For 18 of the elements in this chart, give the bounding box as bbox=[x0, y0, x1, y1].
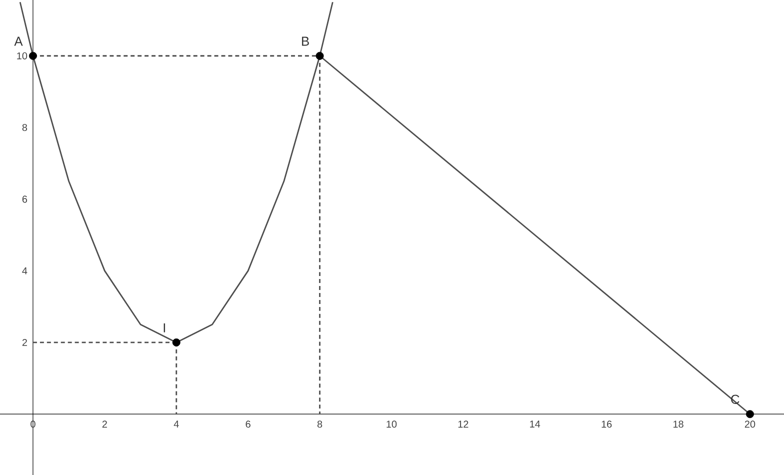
x-tick-label: 14 bbox=[530, 420, 540, 428]
annotation: A bbox=[14, 36, 23, 46]
y-tick-label: 2 bbox=[22, 338, 27, 346]
y-tick-label: 4 bbox=[22, 267, 28, 274]
y-tick-label: 8 bbox=[22, 124, 28, 132]
x-tick-label: 16 bbox=[602, 420, 612, 428]
x-tick-label: 18 bbox=[673, 420, 684, 428]
y-tick-label: 10 bbox=[17, 52, 28, 60]
x-tick-label: 12 bbox=[458, 420, 468, 428]
x-tick-label: 10 bbox=[386, 420, 397, 428]
x-tick-label: 20 bbox=[744, 420, 756, 428]
x-tick-label: 6 bbox=[246, 420, 250, 428]
annotation: I bbox=[164, 323, 166, 332]
x-tick-label: 8 bbox=[317, 420, 322, 428]
x-tick-label: 2 bbox=[102, 420, 107, 428]
annotation: B bbox=[302, 36, 309, 46]
y-tick-label: 6 bbox=[22, 196, 28, 203]
x-tick-label: 4 bbox=[174, 420, 179, 428]
